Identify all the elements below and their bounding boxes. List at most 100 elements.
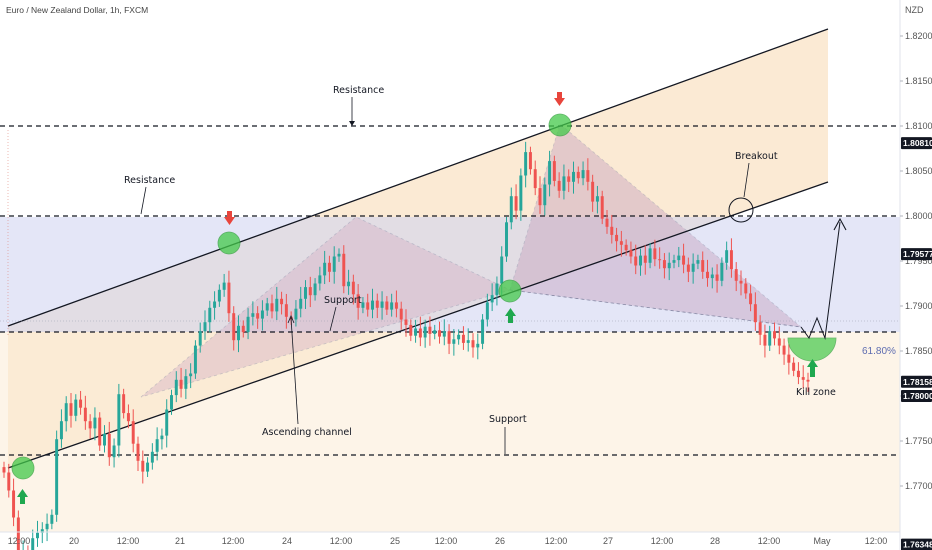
y-tick-label: 1.80000 [905,211,932,221]
candle [528,146,532,175]
svg-text:1.76348: 1.76348 [903,540,932,550]
candle [701,251,705,279]
candle [265,297,269,316]
x-tick-label: 24 [282,536,292,546]
candle [98,412,102,451]
candle [12,478,16,527]
currency-label: NZD [905,5,924,15]
x-tick-label: 21 [175,536,185,546]
candle [490,283,494,312]
candle [7,463,11,498]
label-support-middle: Support [324,295,362,306]
candle [691,253,695,284]
candle [31,529,35,550]
candle [45,513,49,542]
candle [519,168,523,221]
candle [323,250,327,285]
candle [146,457,150,477]
candle [275,286,279,321]
candle [270,294,274,319]
candle [198,322,202,353]
candle [83,395,87,430]
candle [495,276,499,306]
candle [103,425,106,453]
candle [404,309,408,337]
breakout-circle[interactable] [728,197,754,223]
candle [126,404,130,429]
candle [414,319,418,343]
y-tick-label: 1.79500 [905,256,932,266]
candle [22,540,24,550]
svg-text:1.80810: 1.80810 [903,138,932,148]
candle [208,300,212,333]
candle [418,316,422,347]
candle [69,392,73,428]
swing-marker-high-1[interactable] [217,231,241,255]
y-tick-label: 1.82000 [905,31,932,41]
candle [299,286,303,318]
projection-arrowhead-icon [833,217,847,231]
candle [160,428,164,450]
candle [237,315,240,353]
leader-resistance-left [140,186,147,215]
candle [773,322,776,346]
candle [184,369,188,400]
y-tick-label: 1.78500 [905,346,932,356]
candle [394,290,398,318]
candle [605,210,609,234]
candle [796,362,800,385]
label-support-bottom: Support [489,414,527,425]
candle [399,301,403,330]
label-resistance-top: Resistance [333,85,384,96]
candle [332,246,336,284]
y-tick-label: 1.80500 [905,166,932,176]
candle [390,293,394,317]
x-tick-label: 12:00 [222,536,245,546]
candle [141,450,145,484]
label-fib: 61.80% [862,346,896,357]
candle [79,390,83,415]
candle [442,319,446,346]
candle [634,244,638,275]
x-tick-label: 12:00 [865,536,888,546]
arrow-down-1-icon [224,211,235,225]
y-axis-ticks: 1.82000 1.81500 1.81000 1.80500 1.80000 1.795… [900,31,932,491]
candle [371,288,374,319]
candle [347,269,351,295]
candle [308,276,312,308]
candle [739,270,743,296]
candle [16,510,20,550]
candle [533,160,537,196]
candle [327,255,331,283]
candle [667,252,671,281]
leader-support-middle [329,306,337,332]
label-resistance-left: Resistance [124,175,175,186]
swing-marker-low-2[interactable] [498,279,522,303]
candle [294,300,298,327]
candle [337,248,341,262]
candle [576,166,580,184]
swing-marker-low-1[interactable] [11,456,35,480]
candle [686,257,690,283]
y-tick-label: 1.81000 [905,121,932,131]
candle [447,324,451,355]
candle [648,243,652,269]
candle [342,245,346,294]
swing-marker-high-2[interactable] [548,113,572,137]
candle [117,383,121,458]
candle [189,363,193,389]
candle [787,344,791,375]
candle [706,259,709,287]
candle [725,241,729,270]
candle [481,314,485,350]
leader-resistance-top-tip-icon [349,121,355,126]
leader-ascending-channel [290,317,299,425]
candle [572,161,575,194]
arrow-up-1-icon [17,489,28,504]
candle [485,293,489,327]
leader-breakout [743,162,750,198]
candle [150,443,154,470]
candle [36,520,39,547]
candle [524,141,528,188]
